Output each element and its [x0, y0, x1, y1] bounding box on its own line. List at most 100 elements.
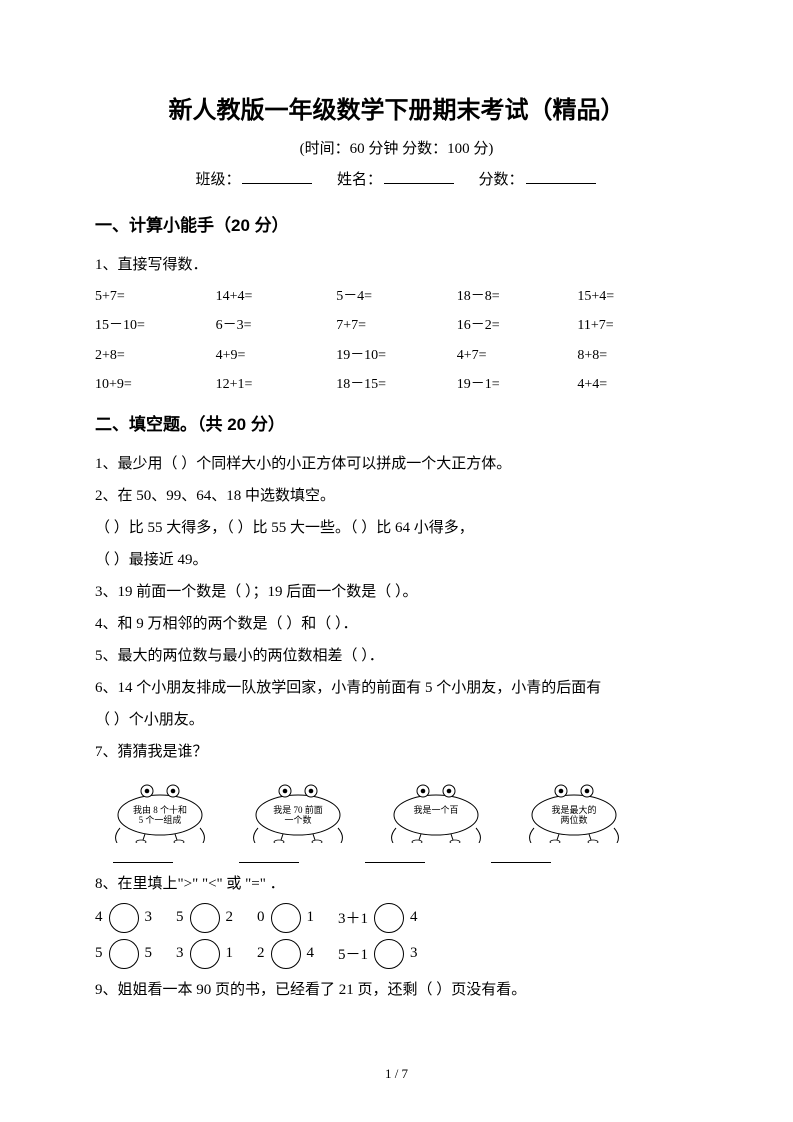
compare-row: 5531245－13: [95, 939, 698, 969]
compare-group: 01: [257, 903, 314, 933]
compare-row: 4352013＋14: [95, 903, 698, 933]
compare-group: 5－1 3: [338, 939, 418, 969]
character-icon: 我是一个百: [381, 773, 491, 843]
svg-text:我是 70 前面: 我是 70 前面: [273, 804, 323, 815]
calc-cell: 15+4=: [577, 282, 698, 311]
character-icon: 我是最大的 两位数: [519, 773, 629, 843]
calc-cell: 15－10=: [95, 311, 216, 340]
section1-head: 一、计算小能手（20 分）: [95, 211, 698, 236]
calc-table: 5+7=14+4=5－4=18－8=15+4=15－10=6－3=7+7=16－…: [95, 282, 698, 400]
calc-cell: 18－8=: [457, 282, 578, 311]
calc-row: 15－10=6－3=7+7=16－2=11+7=: [95, 311, 698, 340]
cmp-left: 3: [176, 945, 184, 962]
calc-cell: 8+8=: [577, 341, 698, 370]
s2-q9: 9、姐姐看一本 90 页的书，已经看了 21 页，还剩（ ）页没有看。: [95, 975, 698, 1005]
calc-cell: 19－10=: [336, 341, 457, 370]
compare-circle[interactable]: [190, 939, 220, 969]
s2-q1: 1、最少用（ ）个同样大小的小正方体可以拼成一个大正方体。: [95, 449, 698, 479]
cmp-right: 4: [307, 945, 315, 962]
ans-blank[interactable]: [365, 849, 425, 863]
calc-cell: 10+9=: [95, 370, 216, 399]
class-blank[interactable]: [242, 169, 312, 184]
calc-cell: 19－1=: [457, 370, 578, 399]
compare-circle[interactable]: [374, 903, 404, 933]
ans-blank[interactable]: [113, 849, 173, 863]
cmp-right: 1: [307, 909, 315, 926]
cmp-left: 0: [257, 909, 265, 926]
cmp-left: 5: [95, 945, 103, 962]
svg-text:5 个一组成: 5 个一组成: [139, 814, 182, 825]
svg-text:两位数: 两位数: [560, 814, 587, 825]
page-title: 新人教版一年级数学下册期末考试（精品）: [95, 90, 698, 125]
cmp-right: 3: [410, 945, 418, 962]
compare-group: 55: [95, 939, 152, 969]
calc-cell: 5－4=: [336, 282, 457, 311]
compare-group: 3＋1 4: [338, 903, 418, 933]
compare-circle[interactable]: [374, 939, 404, 969]
name-blank[interactable]: [384, 169, 454, 184]
compare-circle[interactable]: [109, 939, 139, 969]
page-footer: 1 / 7: [0, 1066, 793, 1082]
s1-q1: 1、直接写得数．: [95, 250, 698, 280]
svg-text:我是最大的: 我是最大的: [551, 804, 596, 815]
calc-cell: 4+4=: [577, 370, 698, 399]
calc-cell: 16－2=: [457, 311, 578, 340]
calc-cell: 4+7=: [457, 341, 578, 370]
cmp-left: 4: [95, 909, 103, 926]
s2-q8: 8、在里填上">" "<" 或 "=" ．: [95, 869, 698, 899]
calc-cell: 7+7=: [336, 311, 457, 340]
ans-blank[interactable]: [239, 849, 299, 863]
compare-circle[interactable]: [271, 903, 301, 933]
calc-cell: 5+7=: [95, 282, 216, 311]
cmp-right: 2: [226, 909, 234, 926]
ans-blank[interactable]: [491, 849, 551, 863]
calc-cell: 6－3=: [216, 311, 337, 340]
s2-q2a: 2、在 50、99、64、18 中选数填空。: [95, 481, 698, 511]
compare-group: 31: [176, 939, 233, 969]
cmp-right: 4: [410, 909, 418, 926]
calc-cell: 12+1=: [216, 370, 337, 399]
s2-q2b: （ ）比 55 大得多，（ ）比 55 大一些。（ ）比 64 小得多，: [95, 513, 698, 543]
cmp-left: 5－1: [338, 943, 368, 964]
character-icon: 我由 8 个十和 5 个一组成: [105, 773, 215, 843]
class-label: 班级：: [195, 172, 240, 188]
calc-cell: 11+7=: [577, 311, 698, 340]
compare-circle[interactable]: [109, 903, 139, 933]
cmp-right: 5: [145, 945, 153, 962]
answer-blanks: [113, 849, 698, 863]
subtitle: (时间：60 分钟 分数：100 分): [95, 137, 698, 158]
calc-row: 2+8=4+9=19－10=4+7=8+8=: [95, 341, 698, 370]
svg-text:一个数: 一个数: [284, 814, 311, 825]
compare-group: 24: [257, 939, 314, 969]
section2-head: 二、填空题。（共 20 分）: [95, 410, 698, 435]
calc-cell: 14+4=: [216, 282, 337, 311]
name-label: 姓名：: [337, 172, 382, 188]
s2-q2c: （ ）最接近 49。: [95, 545, 698, 575]
svg-text:我由 8 个十和: 我由 8 个十和: [133, 804, 187, 815]
score-blank[interactable]: [526, 169, 596, 184]
s2-q3: 3、19 前面一个数是（ ）；19 后面一个数是（ ）。: [95, 577, 698, 607]
s2-q6b: （ ）个小朋友。: [95, 705, 698, 735]
s2-q5: 5、最大的两位数与最小的两位数相差（ ）．: [95, 641, 698, 671]
calc-row: 10+9=12+1=18－15=19－1=4+4=: [95, 370, 698, 399]
s2-q6a: 6、14 个小朋友排成一队放学回家，小青的前面有 5 个小朋友，小青的后面有: [95, 673, 698, 703]
cmp-right: 1: [226, 945, 234, 962]
compare-rows: 4352013＋145531245－13: [95, 903, 698, 969]
compare-circle[interactable]: [271, 939, 301, 969]
cmp-right: 3: [145, 909, 153, 926]
svg-text:我是一个百: 我是一个百: [413, 805, 458, 815]
cmp-left: 2: [257, 945, 265, 962]
compare-circle[interactable]: [190, 903, 220, 933]
s2-q4: 4、和 9 万相邻的两个数是（ ）和（ ）．: [95, 609, 698, 639]
compare-group: 43: [95, 903, 152, 933]
cmp-left: 3＋1: [338, 907, 368, 928]
calc-cell: 2+8=: [95, 341, 216, 370]
cmp-left: 5: [176, 909, 184, 926]
compare-group: 52: [176, 903, 233, 933]
character-icon: 我是 70 前面 一个数: [243, 773, 353, 843]
info-line: 班级： 姓名： 分数：: [95, 168, 698, 189]
score-label: 分数：: [479, 172, 524, 188]
calc-row: 5+7=14+4=5－4=18－8=15+4=: [95, 282, 698, 311]
calc-cell: 18－15=: [336, 370, 457, 399]
calc-cell: 4+9=: [216, 341, 337, 370]
